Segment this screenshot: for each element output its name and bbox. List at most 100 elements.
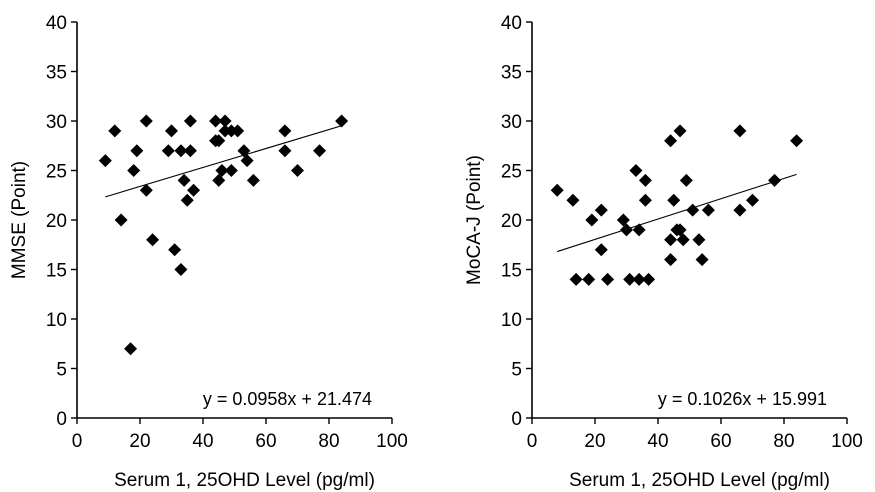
data-point-marker xyxy=(550,183,564,197)
data-point-marker xyxy=(790,134,804,148)
data-point-marker xyxy=(620,223,633,237)
data-point-marker xyxy=(692,233,706,247)
data-point-marker xyxy=(686,203,700,217)
y-tick-label: 25 xyxy=(46,162,67,183)
y-tick-label: 15 xyxy=(46,261,67,282)
y-tick-label: 30 xyxy=(46,112,67,133)
data-point-marker xyxy=(701,203,715,217)
data-point-marker xyxy=(623,272,637,286)
data-point-marker xyxy=(231,124,245,138)
data-point-marker xyxy=(212,134,226,148)
x-tick-label: 60 xyxy=(710,431,731,452)
data-point-marker xyxy=(566,193,580,207)
y-axis-label: MoCA-J (Point) xyxy=(464,155,485,285)
chart-mmse: y = 0.0958x + 21.474 0 5 10 15 20 25 30 35 40 0 20… xyxy=(9,13,408,491)
data-point-marker xyxy=(174,263,188,276)
data-point-marker xyxy=(278,144,292,158)
data-point-marker xyxy=(98,154,112,168)
data-point-marker xyxy=(601,272,615,286)
y-tick-label: 20 xyxy=(501,211,522,232)
data-point-marker xyxy=(237,144,251,158)
data-point-marker xyxy=(632,272,646,286)
data-point-marker xyxy=(240,154,254,168)
y-tick-label: 40 xyxy=(46,13,67,34)
y-tick-label: 20 xyxy=(46,211,67,232)
data-point-marker xyxy=(638,173,652,187)
data-point-marker xyxy=(124,342,138,356)
data-point-marker xyxy=(695,253,709,267)
data-point-marker xyxy=(139,183,153,197)
x-axis-label: Serum 1, 25OHD Level (pg/ml) xyxy=(569,470,830,491)
data-point-marker xyxy=(187,183,201,197)
x-tick-label: 80 xyxy=(318,431,339,452)
data-point-marker xyxy=(746,193,759,207)
data-point-marker xyxy=(174,144,188,158)
data-point-marker xyxy=(733,124,747,138)
y-tick-label: 0 xyxy=(56,409,67,430)
y-axis-label: MMSE (Point) xyxy=(9,161,30,279)
data-point-marker xyxy=(768,173,782,187)
data-point-marker xyxy=(569,272,583,286)
trend-line xyxy=(557,173,797,253)
data-point-marker xyxy=(335,114,349,128)
data-point-marker xyxy=(224,164,238,177)
data-point-marker xyxy=(161,144,175,158)
y-tick-label: 25 xyxy=(501,162,522,183)
x-tick-label: 20 xyxy=(584,431,605,452)
data-point-marker xyxy=(673,124,687,138)
data-point-marker xyxy=(664,233,678,247)
data-point-marker xyxy=(313,144,327,158)
x-tick-label: 100 xyxy=(376,431,408,452)
x-tick-label: 100 xyxy=(831,431,863,452)
y-tick-label: 0 xyxy=(511,409,522,430)
data-point-marker xyxy=(733,203,747,217)
data-point-marker xyxy=(594,203,608,217)
data-point-marker xyxy=(183,144,197,158)
data-point-marker xyxy=(594,243,608,257)
data-point-marker xyxy=(114,213,128,227)
data-point-marker xyxy=(165,124,178,138)
y-tick-label: 35 xyxy=(501,63,522,84)
data-point-marker xyxy=(212,173,226,187)
data-point-marker xyxy=(215,164,229,177)
data-point-marker xyxy=(183,114,197,128)
trend-line xyxy=(105,125,342,198)
data-point-marker xyxy=(246,173,260,187)
x-tick-label: 80 xyxy=(773,431,794,452)
equation-label: y = 0.1026x + 15.991 xyxy=(658,389,827,409)
x-tick-label: 60 xyxy=(255,431,276,452)
equation-label: y = 0.0958x + 21.474 xyxy=(203,389,372,409)
data-point-marker xyxy=(667,193,681,207)
y-tick-label: 15 xyxy=(501,261,522,282)
data-point-marker xyxy=(291,164,304,177)
y-tick-label: 5 xyxy=(511,360,522,381)
y-tick-label: 5 xyxy=(56,360,67,381)
x-tick-label: 40 xyxy=(192,431,213,452)
chart-moca-j: y = 0.1026x + 15.991 0 5 10 15 20 25 30 35 40 0 20… xyxy=(464,13,863,491)
x-axis-label: Serum 1, 25OHD Level (pg/ml) xyxy=(114,470,375,491)
data-point-marker xyxy=(616,213,630,227)
data-point-marker xyxy=(278,124,292,138)
x-tick-label: 0 xyxy=(527,431,538,452)
y-tick-label: 35 xyxy=(46,63,67,84)
data-point-marker xyxy=(127,164,141,177)
y-tick-label: 30 xyxy=(501,112,522,133)
data-point-marker xyxy=(642,272,656,286)
x-tick-label: 40 xyxy=(647,431,668,452)
data-point-marker xyxy=(676,233,690,247)
data-point-marker xyxy=(146,233,160,247)
data-point-marker xyxy=(180,193,194,207)
y-tick-label: 10 xyxy=(501,310,522,331)
y-tick-label: 10 xyxy=(46,310,67,331)
data-point-marker xyxy=(679,173,693,187)
y-tick-label: 40 xyxy=(501,13,522,34)
data-point-marker xyxy=(664,253,678,267)
data-point-marker xyxy=(673,223,687,237)
x-tick-label: 0 xyxy=(72,431,83,452)
data-point-marker xyxy=(218,114,232,128)
data-point-marker xyxy=(582,272,596,286)
data-point-marker xyxy=(108,124,122,138)
x-tick-label: 20 xyxy=(129,431,150,452)
data-point-marker xyxy=(168,243,182,257)
